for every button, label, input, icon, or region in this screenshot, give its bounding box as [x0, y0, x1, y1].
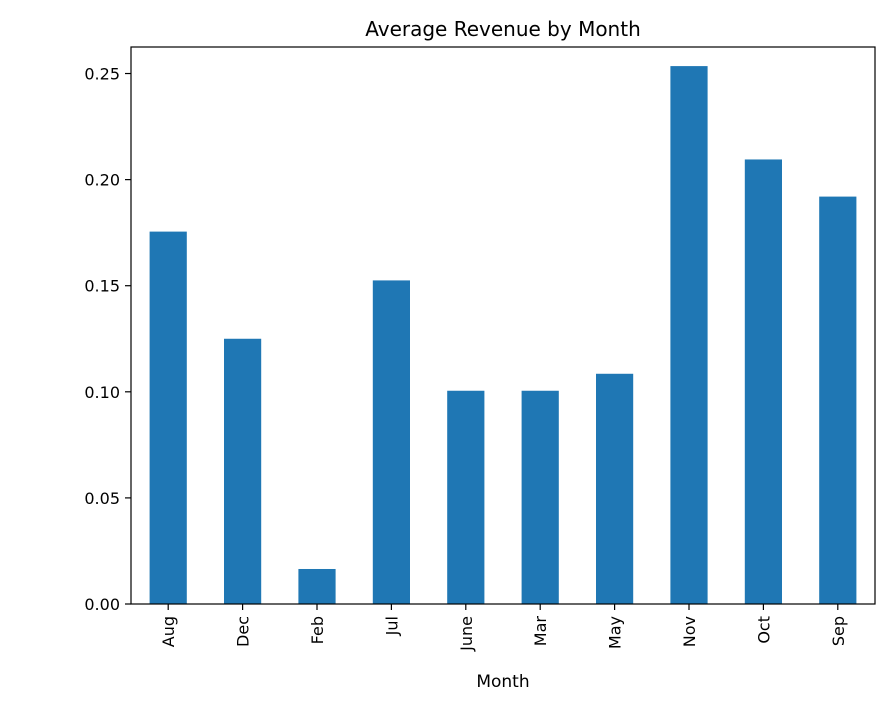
bar-mar [521, 390, 559, 604]
y-tick-label: 0.05 [84, 489, 120, 508]
bar-may [596, 373, 634, 604]
x-tick-label: Mar [531, 616, 550, 647]
x-axis: Aug Dec Feb Jul June Mar May Nov Oct Sep [159, 604, 848, 652]
x-tick-label: Dec [234, 616, 253, 647]
x-tick-label: Aug [159, 616, 178, 647]
y-tick-label: 0.00 [84, 595, 120, 614]
bars [149, 66, 857, 605]
bar-aug [149, 231, 187, 604]
x-tick-label: Sep [829, 616, 848, 646]
y-tick-label: 0.20 [84, 171, 120, 190]
x-tick-label: June [457, 616, 476, 652]
plot-frame [130, 46, 876, 605]
y-tick-label: 0.10 [84, 383, 120, 402]
bar-nov [670, 66, 708, 604]
chart-title: Average Revenue by Month [365, 17, 641, 41]
bar-oct [744, 159, 782, 605]
bar-feb [298, 568, 336, 604]
y-axis: 0.00 0.05 0.10 0.15 0.20 0.25 [84, 65, 131, 614]
x-tick-label: Feb [308, 616, 327, 644]
y-tick-label: 0.15 [84, 277, 120, 296]
y-tick-label: 0.25 [84, 65, 120, 84]
bar-june [447, 390, 485, 604]
bar-jul [372, 280, 410, 604]
x-tick-label: Oct [754, 616, 773, 644]
x-tick-label: Jul [382, 616, 401, 636]
x-tick-label: Nov [680, 616, 699, 647]
bar-dec [224, 338, 262, 604]
x-axis-label: Month [476, 672, 529, 692]
bar-sep [819, 196, 857, 604]
x-tick-label: May [606, 616, 625, 649]
